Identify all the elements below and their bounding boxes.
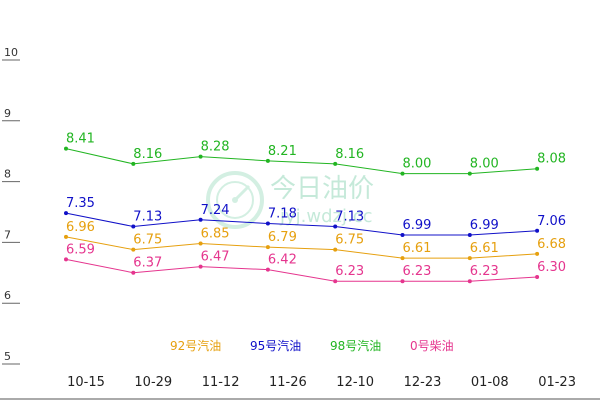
data-point — [467, 256, 472, 261]
data-point — [64, 234, 68, 239]
data-label: 6.42 — [268, 253, 297, 268]
data-point — [400, 256, 405, 261]
legend: 92号汽油 95号汽油 98号汽油 0号柴油 — [170, 338, 454, 353]
data-point — [131, 161, 136, 166]
series-line — [65, 212, 538, 236]
data-label: 7.24 — [201, 203, 230, 218]
data-point — [467, 171, 472, 176]
data-point — [131, 270, 136, 275]
data-label: 6.75 — [133, 233, 162, 248]
series-group — [64, 146, 540, 284]
data-label: 6.23 — [470, 264, 499, 279]
data-label: 8.08 — [537, 152, 566, 167]
data-label: 8.16 — [133, 147, 162, 162]
data-label: 8.41 — [66, 132, 95, 147]
data-label: 8.00 — [403, 157, 432, 172]
data-label: 7.13 — [335, 209, 364, 224]
data-label: 6.61 — [470, 241, 499, 256]
data-label: 8.28 — [201, 140, 230, 155]
data-label: 7.35 — [66, 196, 95, 211]
data-label: 6.75 — [335, 233, 364, 248]
data-point — [400, 233, 405, 238]
data-point — [535, 251, 540, 256]
y-tick-label: 7 — [4, 228, 11, 241]
series-line — [65, 258, 538, 282]
legend-item: 0号柴油 — [410, 339, 454, 353]
data-point — [64, 211, 68, 216]
data-label: 6.30 — [537, 260, 566, 275]
watermark-title: 今日油价 — [270, 174, 374, 204]
data-label: 8.16 — [335, 147, 364, 162]
x-tick-label: 11-12 — [202, 375, 240, 390]
y-tick-label: 9 — [4, 107, 11, 120]
data-point — [64, 146, 68, 151]
x-tick-label: 10-15 — [67, 375, 105, 390]
data-point — [64, 257, 68, 262]
legend-item: 98号汽油 — [330, 338, 381, 353]
series-line — [65, 236, 538, 259]
data-point — [198, 217, 203, 222]
x-tick-label: 12-23 — [404, 375, 442, 390]
watermark: 今日油价 jyj.wdzj.cc — [206, 171, 374, 229]
data-point — [265, 267, 270, 272]
data-label: 6.85 — [201, 227, 230, 242]
watermark-url: jyj.wdzj.cc — [279, 206, 373, 227]
y-tick-label: 10 — [4, 46, 18, 59]
data-point — [400, 279, 405, 284]
y-axis: 5 6 7 8 9 10 — [2, 46, 20, 365]
data-point — [198, 241, 203, 246]
data-point — [535, 166, 540, 171]
data-point — [467, 233, 472, 238]
x-tick-label: 11-26 — [269, 375, 307, 390]
data-point — [333, 224, 338, 229]
x-tick-label: 10-29 — [134, 375, 172, 390]
legend-item: 95号汽油 — [250, 338, 301, 353]
data-label: 7.13 — [133, 209, 162, 224]
data-point — [535, 274, 540, 279]
data-label: 8.21 — [268, 144, 297, 159]
y-tick-label: 5 — [4, 350, 11, 363]
data-point — [333, 161, 338, 166]
data-point — [535, 228, 540, 233]
data-point — [400, 171, 405, 176]
data-label: 6.96 — [66, 220, 95, 235]
x-tick-label: 01-23 — [538, 375, 576, 390]
data-label: 6.23 — [335, 264, 364, 279]
legend-item: 92号汽油 — [170, 338, 221, 353]
data-point — [198, 154, 203, 159]
data-label: 6.79 — [268, 230, 297, 245]
data-label: 7.18 — [268, 206, 297, 221]
series-line — [65, 148, 538, 175]
data-label: 7.06 — [537, 214, 566, 229]
y-tick-label: 8 — [4, 168, 11, 181]
x-axis: 10-15 10-29 11-12 11-26 12-10 12-23 01-08 01-23 — [67, 375, 576, 390]
data-point — [265, 221, 270, 226]
x-tick-label: 01-08 — [471, 375, 509, 390]
data-label: 6.23 — [403, 264, 432, 279]
data-label: 6.99 — [403, 218, 432, 233]
data-point — [131, 224, 136, 229]
data-label: 6.61 — [403, 241, 432, 256]
data-label: 6.47 — [201, 250, 230, 265]
data-point — [467, 279, 472, 284]
data-point — [265, 158, 270, 163]
data-point — [198, 264, 203, 269]
data-label: 6.99 — [470, 218, 499, 233]
data-labels: 6.96 6.75 6.85 6.79 6.75 6.61 6.61 6.68 7.35 7.13… — [66, 132, 566, 280]
x-tick-label: 12-10 — [336, 375, 374, 390]
data-label: 6.59 — [66, 242, 95, 257]
data-label: 6.37 — [133, 256, 162, 271]
data-point — [333, 247, 338, 252]
data-label: 8.00 — [470, 157, 499, 172]
y-tick-label: 6 — [4, 289, 11, 302]
watermark-gauge-icon — [206, 171, 264, 229]
data-label: 6.68 — [537, 237, 566, 252]
data-point — [333, 279, 338, 284]
data-point — [265, 245, 270, 250]
data-point — [131, 247, 136, 252]
